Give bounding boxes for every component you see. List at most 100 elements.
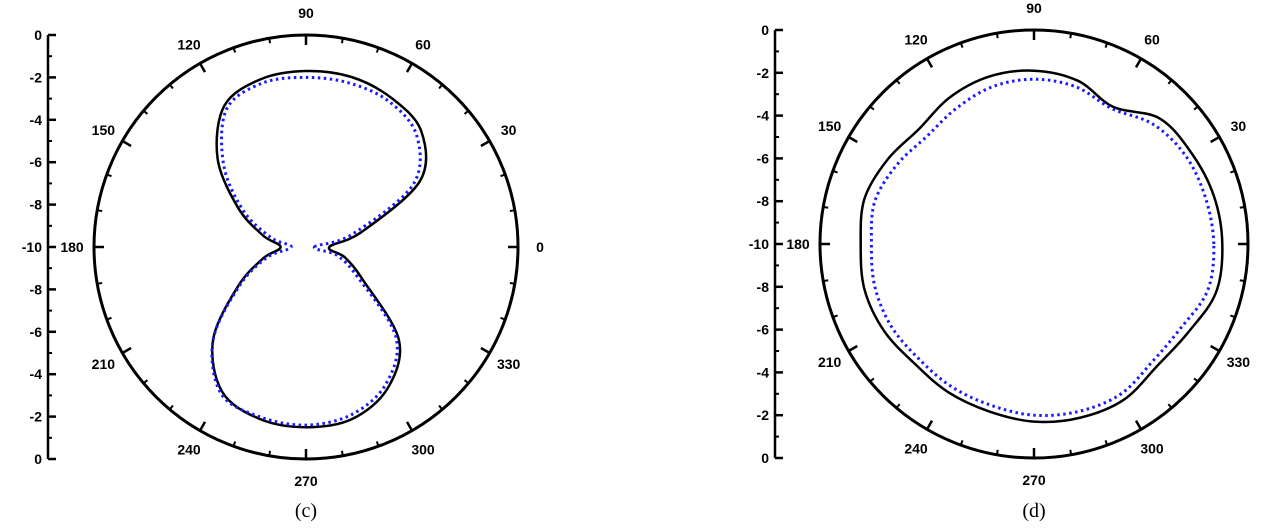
angle-minor-tick	[106, 316, 112, 321]
polar-frame	[92, 33, 520, 461]
angle-tick-label: 60	[415, 36, 431, 52]
angle-tick-label: 240	[177, 442, 201, 458]
radial-tick-label: 0	[34, 27, 42, 43]
angle-minor-tick	[1239, 279, 1245, 283]
angle-minor-tick	[895, 403, 901, 409]
angle-minor-tick	[509, 209, 515, 213]
angle-minor-tick	[1167, 403, 1173, 409]
polar-chart-d: 0 -2 -4 -6 -8 -10 -8 -6 -4 -2 0 0 30 60 90 120 150 180 21…	[749, 0, 1251, 522]
series-line-solid	[211, 69, 428, 429]
angle-tick-label: 180	[60, 239, 84, 255]
angle-minor-tick	[959, 42, 964, 48]
angle-minor-tick	[232, 441, 237, 447]
angle-tick-label: 330	[497, 356, 521, 372]
radial-tick-label: -2	[30, 69, 43, 85]
radial-axis: 0 -2 -4 -6 -8 -10 -8 -6 -4 -2 0	[22, 27, 56, 467]
angle-minor-tick	[832, 169, 838, 174]
angle-minor-tick	[1239, 205, 1245, 209]
radial-tick-label: -4	[30, 366, 43, 382]
angle-minor-tick	[168, 83, 174, 90]
angle-minor-tick	[142, 379, 149, 385]
radial-tick-label: -6	[757, 322, 770, 338]
angle-tick-label: 120	[177, 36, 201, 52]
series-line-dotted	[210, 75, 422, 427]
radial-tick-label: -8	[757, 279, 770, 295]
series-group	[210, 69, 428, 429]
angle-minor-tick	[268, 38, 272, 44]
angle-tick-label: 150	[818, 118, 842, 134]
angle-major-tick	[480, 346, 491, 355]
angle-major-tick	[121, 346, 132, 355]
series-group	[859, 69, 1224, 424]
angle-minor-tick	[869, 377, 875, 383]
radial-tick-label: -4	[757, 364, 770, 380]
angle-major-tick	[848, 135, 858, 144]
series-line-dotted	[869, 77, 1216, 418]
radial-tick-label: -8	[757, 193, 770, 209]
angle-minor-tick	[1069, 33, 1073, 39]
radial-tick-label: -8	[30, 281, 43, 297]
angle-minor-tick	[1104, 440, 1109, 446]
angle-minor-tick	[500, 316, 506, 321]
angle-major-tick	[405, 62, 414, 73]
angle-minor-tick	[823, 205, 829, 209]
angle-minor-tick	[463, 379, 470, 385]
angle-major-tick	[480, 139, 491, 148]
radial-tick-label: -10	[749, 236, 769, 252]
radial-tick-label: -6	[757, 150, 770, 166]
angle-major-tick	[1210, 344, 1220, 353]
radial-tick-label: 0	[34, 451, 42, 467]
radial-tick-label: -2	[30, 409, 43, 425]
angle-minor-tick	[995, 449, 999, 455]
angle-major-tick	[848, 344, 858, 353]
angle-minor-tick	[1193, 377, 1199, 383]
angle-major-tick	[925, 58, 934, 68]
radial-tick-label: -6	[30, 154, 43, 170]
angle-minor-tick	[340, 450, 344, 456]
angle-minor-tick	[375, 441, 380, 447]
angle-minor-tick	[142, 109, 149, 115]
angle-tick-label: 300	[411, 442, 435, 458]
angle-tick-label: 270	[294, 473, 318, 489]
angle-minor-tick	[463, 109, 470, 115]
radial-tick-label: 0	[761, 22, 769, 38]
angle-major-tick	[1134, 58, 1143, 68]
angle-minor-tick	[375, 47, 380, 53]
polar-frame	[818, 28, 1250, 460]
angle-minor-tick	[995, 33, 999, 39]
angle-minor-tick	[168, 404, 174, 411]
angle-minor-tick	[500, 173, 506, 178]
angle-major-tick	[198, 421, 207, 432]
angle-tick-label: 120	[904, 32, 928, 48]
angle-minor-tick	[869, 105, 875, 111]
radial-tick-label: -4	[757, 108, 770, 124]
radial-tick-label: -2	[757, 407, 770, 423]
angle-tick-label: 30	[501, 122, 517, 138]
angle-minor-tick	[1230, 169, 1236, 174]
angle-major-tick	[1210, 135, 1220, 144]
angle-tick-label: 0	[536, 239, 544, 255]
angle-tick-label: 150	[92, 122, 116, 138]
radial-tick-label: -2	[757, 65, 770, 81]
radial-tick-label: -6	[30, 324, 43, 340]
angle-tick-label: 330	[1227, 354, 1251, 370]
panel-caption: (d)	[1022, 500, 1045, 522]
angle-tick-label: 270	[1022, 472, 1046, 488]
angle-tick-label: 30	[1231, 118, 1247, 134]
radial-tick-label: 0	[761, 450, 769, 466]
angle-major-tick	[121, 139, 132, 148]
angle-tick-label: 60	[1144, 32, 1160, 48]
angle-minor-tick	[106, 173, 112, 178]
angle-major-tick	[925, 420, 934, 430]
panel-caption: (c)	[295, 500, 317, 522]
angle-tick-label: 300	[1140, 440, 1164, 456]
angle-minor-tick	[97, 209, 103, 213]
angle-minor-tick	[97, 281, 103, 285]
angle-minor-tick	[268, 450, 272, 456]
angle-minor-tick	[340, 38, 344, 44]
angle-minor-tick	[1167, 79, 1173, 85]
angle-minor-tick	[232, 47, 237, 53]
angle-tick-label: 210	[818, 354, 842, 370]
angle-tick-label: 240	[904, 440, 928, 456]
